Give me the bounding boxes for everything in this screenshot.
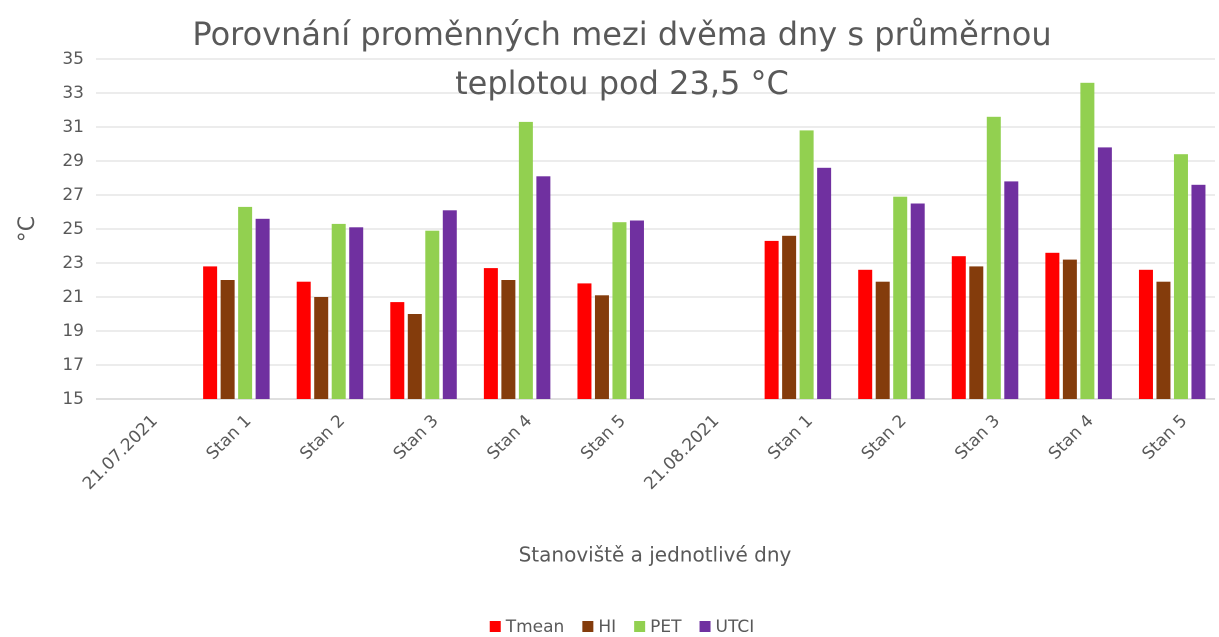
bar bbox=[910, 203, 925, 399]
y-tick-label: 29 bbox=[62, 151, 84, 171]
y-tick-label: 21 bbox=[62, 287, 84, 307]
x-tick-label: 21.07.2021 bbox=[79, 411, 162, 494]
bar bbox=[594, 295, 609, 399]
bar bbox=[203, 266, 218, 399]
bar bbox=[969, 266, 984, 399]
chart-title: Porovnání proměnných mezi dvěma dny s pr… bbox=[192, 15, 1052, 102]
x-axis-label: Stanoviště a jednotlivé dny bbox=[519, 543, 792, 567]
x-tick-label: Stan 4 bbox=[1045, 411, 1098, 464]
bar bbox=[1045, 252, 1060, 399]
bar bbox=[1173, 154, 1188, 399]
bar bbox=[255, 218, 270, 399]
legend-swatch bbox=[582, 621, 594, 632]
y-axis-label: °C bbox=[15, 216, 40, 242]
bar bbox=[501, 280, 516, 399]
bar bbox=[893, 196, 908, 399]
bar bbox=[986, 116, 1001, 400]
bar bbox=[629, 220, 644, 399]
bar bbox=[442, 210, 457, 399]
bar bbox=[1191, 184, 1206, 399]
bar bbox=[238, 206, 253, 399]
bar bbox=[518, 121, 533, 400]
y-tick-label: 25 bbox=[62, 219, 84, 239]
bar bbox=[858, 269, 873, 399]
x-tick-label: Stan 3 bbox=[951, 411, 1004, 464]
legend-label: PET bbox=[650, 617, 682, 637]
x-tick-label: Stan 4 bbox=[483, 411, 536, 464]
x-tick-label: 21.08.2021 bbox=[640, 411, 723, 494]
bar bbox=[799, 130, 814, 399]
bar bbox=[331, 223, 346, 399]
x-tick-label: Stan 3 bbox=[390, 411, 443, 464]
bar bbox=[875, 281, 890, 399]
bar bbox=[1097, 147, 1112, 399]
y-tick-label: 27 bbox=[62, 185, 84, 205]
legend-swatch bbox=[489, 621, 501, 632]
bar bbox=[536, 176, 551, 399]
bar bbox=[390, 302, 405, 399]
legend-label: HI bbox=[598, 617, 616, 637]
bar bbox=[782, 235, 797, 399]
bar bbox=[764, 240, 779, 399]
y-tick-label: 23 bbox=[62, 253, 84, 273]
legend-label: Tmean bbox=[505, 617, 565, 637]
y-tick-label: 35 bbox=[62, 49, 84, 69]
bar bbox=[407, 314, 422, 399]
bar bbox=[220, 280, 235, 399]
bar bbox=[349, 227, 364, 399]
y-tick-label: 17 bbox=[62, 355, 84, 375]
bar bbox=[612, 222, 627, 399]
x-tick-label: Stan 1 bbox=[203, 411, 256, 464]
y-tick-label: 19 bbox=[62, 321, 84, 341]
bar bbox=[577, 283, 592, 399]
bar bbox=[951, 256, 966, 399]
x-tick-label: Stan 2 bbox=[858, 411, 911, 464]
bar bbox=[314, 297, 329, 399]
bar bbox=[483, 268, 498, 399]
legend-swatch bbox=[634, 621, 646, 632]
x-tick-label: Stan 2 bbox=[296, 411, 349, 464]
y-tick-label: 15 bbox=[62, 389, 84, 409]
x-tick-label: Stan 5 bbox=[1138, 411, 1191, 464]
bar bbox=[296, 281, 311, 399]
bar bbox=[1156, 281, 1171, 399]
legend-label: UTCI bbox=[716, 617, 755, 637]
bar bbox=[1062, 259, 1077, 399]
legend-swatch bbox=[699, 621, 711, 632]
x-tick-label: Stan 5 bbox=[577, 411, 630, 464]
y-tick-label: 31 bbox=[62, 117, 84, 137]
x-tick-label: Stan 1 bbox=[764, 411, 817, 464]
bar bbox=[817, 167, 832, 399]
bar bbox=[1080, 82, 1095, 400]
bar bbox=[1138, 269, 1153, 399]
bar bbox=[1004, 181, 1019, 399]
bar bbox=[425, 230, 440, 399]
y-tick-label: 33 bbox=[62, 83, 84, 103]
